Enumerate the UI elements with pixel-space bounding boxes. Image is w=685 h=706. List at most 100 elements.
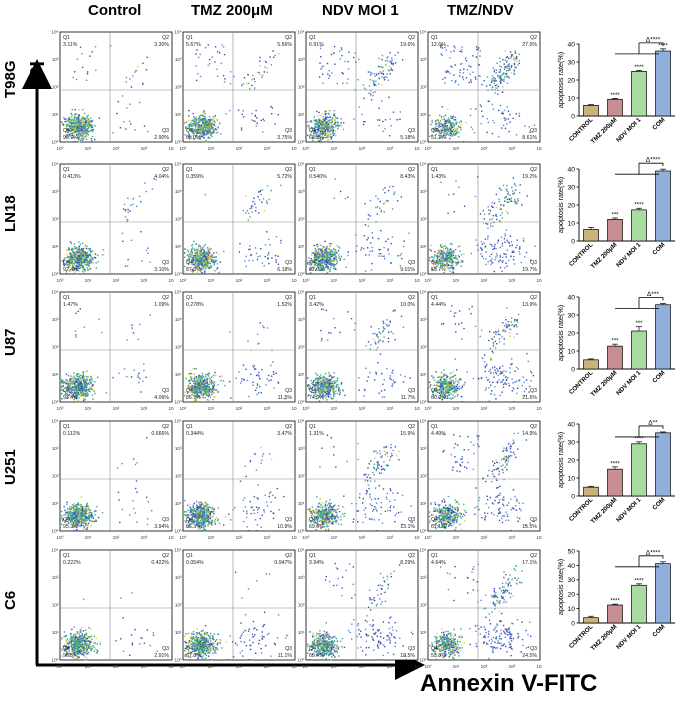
quadrant-value-q1: 0.054% xyxy=(186,560,204,566)
y-tick-label: 10² xyxy=(298,217,305,222)
significance-stars: *** xyxy=(611,339,619,345)
quadrant-value-q4: 90.7% xyxy=(63,135,78,141)
quadrant-label-q4: Q4 xyxy=(309,517,316,523)
bar-y-tick-label: 20 xyxy=(567,77,575,84)
x-tick-label: 10³ xyxy=(387,535,394,540)
y-tick-label: 10¹ xyxy=(420,501,427,506)
x-tick-label: 10² xyxy=(481,664,488,669)
y-tick-label: 10⁴ xyxy=(419,419,426,424)
x-tick-label: 10¹ xyxy=(331,278,338,283)
quadrant-value-q3: 21.6% xyxy=(522,395,537,401)
x-tick-label: 10⁰ xyxy=(180,664,187,669)
x-tick-label: 10¹ xyxy=(331,146,338,151)
y-tick-label: 10⁰ xyxy=(298,400,305,405)
significance-stars: **** xyxy=(634,65,644,71)
x-tick-label: 10³ xyxy=(264,664,271,669)
quadrant-value-q1: 4.64% xyxy=(431,560,446,566)
quadrant-label-q3: Q3 xyxy=(285,646,292,652)
quadrant-value-q1: 0.344% xyxy=(186,431,204,437)
bar-y-tick-label: 30 xyxy=(567,312,575,319)
quadrant-label-q3: Q3 xyxy=(530,646,537,652)
quadrant-label-q4: Q4 xyxy=(431,388,438,394)
quadrant-label-q3: Q3 xyxy=(162,388,169,394)
quadrant-value-q2: 5.56% xyxy=(277,42,292,48)
y-tick-label: 10¹ xyxy=(298,372,305,377)
quadrant-value-q1: 1.31% xyxy=(309,431,324,437)
y-tick-label: 10⁰ xyxy=(298,272,305,277)
x-tick-label: 10⁴ xyxy=(291,535,297,540)
quadrant-value-q1: 6.91% xyxy=(309,42,324,48)
bar-ndv-moi-1 xyxy=(631,209,647,242)
quadrant-value-q2: 27.5% xyxy=(522,42,537,48)
event-dots xyxy=(184,44,280,143)
bar-tmz-200-m xyxy=(607,219,623,242)
bar-com xyxy=(655,50,671,117)
quadrant-label-q1: Q1 xyxy=(63,295,70,301)
y-tick-label: 10³ xyxy=(298,189,305,194)
x-tick-label: 10² xyxy=(359,535,366,540)
y-tick-label: 10⁰ xyxy=(298,529,305,534)
y-tick-label: 10² xyxy=(420,474,427,479)
bar-category-label: NDV MOI 1 xyxy=(615,623,643,651)
y-tick-label: 10² xyxy=(420,603,427,608)
y-tick-label: 10⁰ xyxy=(175,400,182,405)
x-tick-label: 10¹ xyxy=(85,406,92,411)
quadrant-value-q4: 68.3% xyxy=(309,135,324,141)
event-dots xyxy=(184,184,282,275)
bar-y-tick-label: 20 xyxy=(567,330,575,337)
quadrant-label-q2: Q2 xyxy=(285,553,292,559)
quadrant-value-q4: 95.3% xyxy=(63,524,78,530)
y-tick-label: 10⁰ xyxy=(52,529,59,534)
y-tick-label: 10⁰ xyxy=(175,272,182,277)
quadrant-value-q1: 4.49% xyxy=(431,431,446,437)
bar-category-label: TMZ 200μM xyxy=(590,116,619,145)
quadrant-value-q4: 85.0% xyxy=(186,135,201,141)
bar-category-label: NDV MOI 1 xyxy=(615,241,643,269)
y-tick-label: 10¹ xyxy=(298,501,305,506)
y-tick-label: 10¹ xyxy=(298,244,305,249)
quadrant-label-q2: Q2 xyxy=(285,295,292,301)
quadrant-value-q3: 3.94% xyxy=(154,524,169,530)
x-tick-label: 10⁴ xyxy=(414,664,420,669)
y-tick-label: 10¹ xyxy=(420,372,427,377)
y-tick-label: 10³ xyxy=(420,317,427,322)
y-tick-label: 10³ xyxy=(175,189,182,194)
y-tick-label: 10⁴ xyxy=(51,30,58,35)
quadrant-label-q4: Q4 xyxy=(186,388,193,394)
y-tick-label: 10⁰ xyxy=(175,140,182,145)
x-tick-label: 10² xyxy=(359,278,366,283)
x-tick-label: 10³ xyxy=(387,664,394,669)
quadrant-label-q1: Q1 xyxy=(309,424,316,430)
x-tick-label: 10⁴ xyxy=(168,146,174,151)
y-tick-label: 10⁴ xyxy=(297,290,304,295)
bar-y-tick-label: 0 xyxy=(571,113,575,120)
quadrant-label-q4: Q4 xyxy=(431,646,438,652)
y-tick-label: 10¹ xyxy=(52,112,59,117)
quadrant-label-q3: Q3 xyxy=(162,517,169,523)
x-tick-label: 10³ xyxy=(264,146,271,151)
event-dots xyxy=(429,44,536,143)
bracket-upper xyxy=(639,162,664,167)
quadrant-value-q4: 59.7% xyxy=(431,267,446,273)
bracket-significance: Δ**** xyxy=(646,157,661,164)
bar-y-tick-label: 0 xyxy=(571,366,575,373)
x-tick-label: 10⁴ xyxy=(291,406,297,411)
quadrant-value-q3: 19.7% xyxy=(522,267,537,273)
x-tick-label: 10² xyxy=(113,664,120,669)
quadrant-value-q3: 11.7% xyxy=(401,395,416,401)
x-tick-label: 10⁰ xyxy=(180,406,187,411)
x-tick-label: 10² xyxy=(113,406,120,411)
y-tick-label: 10¹ xyxy=(175,244,182,249)
y-tick-label: 10³ xyxy=(175,317,182,322)
bar-tmz-200-m xyxy=(607,345,623,370)
quadrant-label-q2: Q2 xyxy=(530,424,537,430)
y-tick-label: 10⁰ xyxy=(175,658,182,663)
quadrant-label-q3: Q3 xyxy=(285,517,292,523)
quadrant-value-q1: 0.359% xyxy=(186,174,204,180)
bar-y-tick-label: 0 xyxy=(571,238,575,245)
bar-com xyxy=(655,170,671,242)
y-tick-label: 10⁴ xyxy=(297,548,304,553)
